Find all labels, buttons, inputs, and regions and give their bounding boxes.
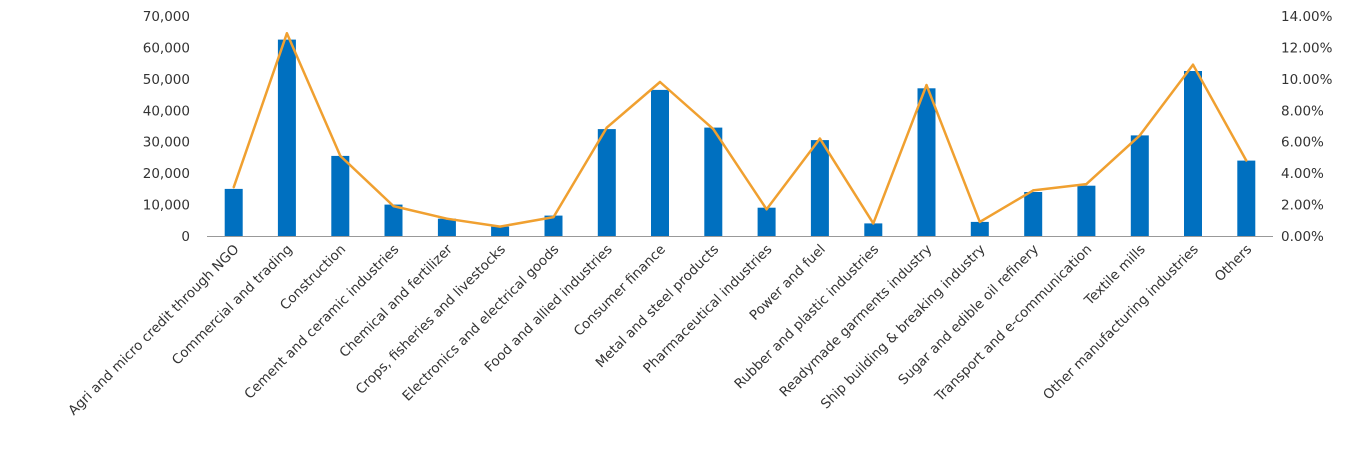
line-path: [232, 32, 1248, 228]
bar: [384, 204, 403, 236]
bar: [597, 129, 616, 236]
bar: [277, 39, 296, 236]
bar: [757, 207, 776, 236]
line-point: [285, 32, 289, 35]
right-tick-label: 0.00%: [1281, 229, 1324, 245]
right-tick-label: 6.00%: [1281, 135, 1324, 151]
line-point: [392, 204, 395, 208]
bar: [704, 127, 723, 236]
left-axis-ticks: 0 10,000 20,000 30,000 40,000 50,000 60,000 70,…: [143, 9, 190, 245]
right-tick-label: 12.00%: [1281, 40, 1333, 56]
right-tick-label: 8.00%: [1281, 103, 1324, 119]
bar: [810, 140, 829, 236]
left-tick-label: 20,000: [143, 166, 190, 182]
bar: [917, 88, 936, 236]
bar: [1024, 192, 1043, 236]
line-point: [1138, 134, 1142, 137]
line-point: [978, 220, 981, 224]
left-tick-label: 10,000: [143, 198, 190, 214]
line-point: [1032, 189, 1035, 192]
right-tick-label: 4.00%: [1281, 166, 1324, 182]
line-point: [872, 222, 875, 225]
right-tick-label: 2.00%: [1281, 198, 1324, 214]
left-tick-label: 30,000: [143, 135, 190, 151]
bar: [1130, 135, 1149, 236]
bar: [544, 215, 563, 236]
category-label: Consumer finance: [571, 242, 669, 340]
bar: [331, 155, 350, 236]
line-point: [765, 208, 768, 211]
line-point: [818, 137, 822, 140]
line-point: [925, 83, 928, 87]
line-point: [1191, 63, 1195, 66]
bar: [970, 221, 989, 236]
line-point: [1245, 159, 1248, 162]
line-point: [339, 154, 342, 158]
line-point: [445, 217, 449, 220]
right-tick-label: 10.00%: [1281, 72, 1333, 88]
line-point: [658, 80, 662, 84]
category-labels: Agri and micro credit through NGOCommerc…: [65, 241, 1255, 419]
bar: [864, 223, 883, 236]
bar-series: [224, 39, 1256, 237]
category-label: Others: [1212, 242, 1255, 285]
line-point: [605, 126, 608, 129]
left-tick-label: 50,000: [143, 72, 190, 88]
left-tick-label: 70,000: [143, 9, 190, 25]
bar: [1184, 71, 1202, 236]
right-axis-ticks: 0.00% 2.00% 4.00% 6.00% 8.00% 10.00% 12.00% 14.…: [1281, 9, 1333, 245]
line-point: [1085, 182, 1088, 186]
bar: [651, 89, 669, 237]
line-point: [552, 215, 555, 219]
right-tick-label: 14.00%: [1281, 9, 1333, 25]
line-point: [498, 225, 502, 228]
left-tick-label: 60,000: [143, 40, 190, 56]
bar: [1237, 160, 1256, 236]
left-tick-label: 0: [181, 229, 190, 245]
bar: [224, 188, 243, 236]
line-point: [232, 186, 235, 189]
bar: [437, 218, 456, 236]
left-tick-label: 40,000: [143, 103, 190, 119]
line-series: [232, 32, 1248, 228]
bar: [491, 226, 510, 236]
line-point: [712, 127, 715, 131]
bar: [1077, 185, 1096, 236]
